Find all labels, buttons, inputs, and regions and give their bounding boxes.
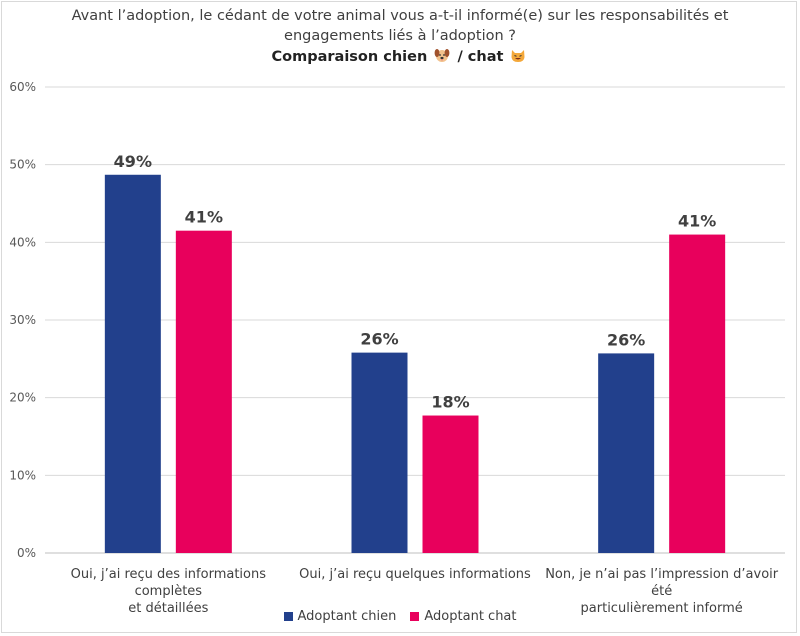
- dog-face-icon: [434, 49, 450, 62]
- legend-label-chat: Adoptant chat: [424, 609, 517, 624]
- y-tick-label: 10%: [9, 468, 36, 482]
- y-tick-label: 40%: [9, 235, 36, 249]
- data-label: 49%: [114, 152, 152, 171]
- bar-chien-2: [598, 353, 655, 553]
- category-label-line: Oui, j’ai reçu quelques informations: [299, 567, 531, 582]
- y-tick-label: 30%: [9, 313, 36, 327]
- bars: [104, 174, 726, 554]
- bar-chat-0: [175, 230, 232, 553]
- subtitle-prefix: Comparaison chien: [271, 49, 428, 65]
- category-label-1: Oui, j’ai reçu quelques informations: [292, 566, 539, 583]
- y-tick-label: 20%: [9, 391, 36, 405]
- category-label-line: et détaillées: [128, 601, 209, 616]
- title-line-1: Avant l’adoption, le cédant de votre ani…: [71, 8, 729, 24]
- cat-face-icon: [511, 50, 525, 62]
- category-label-0: Oui, j’ai reçu des informations complète…: [45, 566, 292, 617]
- y-tick-label: 0%: [17, 546, 36, 560]
- category-label-2: Non, je n’ai pas l’impression d’avoir ét…: [538, 566, 785, 617]
- subtitle-sep: / chat: [457, 49, 504, 65]
- y-tick-label: 50%: [9, 158, 36, 172]
- legend-swatch-chien: [283, 612, 293, 621]
- grid: [45, 86, 785, 554]
- category-label-line: particulièrement informé: [580, 601, 743, 616]
- legend-label-chien: Adoptant chien: [297, 609, 397, 624]
- legend-item-chat: Adoptant chat: [410, 609, 517, 624]
- chart-subtitle: Comparaison chien / chat: [0, 46, 800, 68]
- legend: Adoptant chien Adoptant chat: [0, 609, 800, 624]
- data-label: 41%: [185, 208, 223, 227]
- y-tick-label: 60%: [9, 80, 36, 94]
- category-label-line: Non, je n’ai pas l’impression d’avoir ét…: [545, 567, 779, 599]
- y-axis: 0% 10% 20% 30% 40% 50% 60%: [9, 80, 36, 560]
- legend-item-chien: Adoptant chien: [283, 609, 397, 624]
- data-label: 18%: [431, 393, 469, 412]
- data-label: 41%: [678, 212, 716, 231]
- title-line-2: engagements liés à l’adoption ?: [284, 28, 516, 44]
- category-label-line: Oui, j’ai reçu des informations complète…: [70, 567, 266, 599]
- bar-chien-1: [351, 352, 408, 553]
- data-labels: 49% 41% 26% 18% 26% 41%: [114, 152, 717, 412]
- bar-chat-1: [422, 415, 479, 553]
- plot-area: 0% 10% 20% 30% 40% 50% 60% 49% 41% 26% 18% 26% 41%: [9, 80, 785, 560]
- data-label: 26%: [360, 330, 398, 349]
- chart-title: Avant l’adoption, le cédant de votre ani…: [0, 6, 800, 68]
- bar-chat-2: [669, 234, 726, 554]
- bar-chien-0: [104, 174, 161, 553]
- data-label: 26%: [607, 330, 645, 349]
- legend-swatch-chat: [410, 612, 420, 621]
